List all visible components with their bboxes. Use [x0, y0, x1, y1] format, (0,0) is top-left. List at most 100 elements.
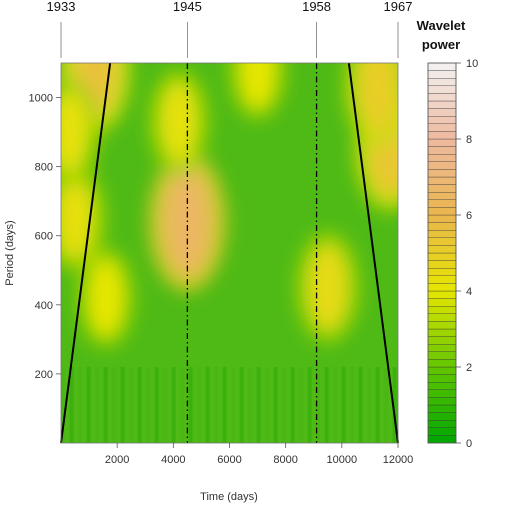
- texture-stripe: [358, 367, 363, 443]
- year-label: 1933: [47, 0, 76, 14]
- colorbar-swatch: [427, 146, 457, 155]
- texture-stripe: [307, 367, 312, 443]
- colorbar-swatch: [427, 298, 457, 307]
- colorbar-title-line1: Wavelet: [417, 18, 466, 33]
- texture-stripe: [188, 367, 193, 443]
- colorbar-swatch: [427, 108, 457, 117]
- texture-stripe: [384, 367, 389, 443]
- texture-stripe: [350, 367, 355, 443]
- power-region: [357, 63, 398, 133]
- texture-stripe: [205, 367, 210, 443]
- colorbar-swatch: [427, 344, 457, 352]
- colorbar-swatch: [427, 306, 457, 314]
- y-axis-title: Period (days): [4, 220, 16, 285]
- texture-stripe: [103, 367, 108, 443]
- colorbar-swatch: [427, 328, 457, 337]
- colorbar-swatch: [427, 214, 457, 223]
- colorbar-swatch: [427, 184, 457, 193]
- colorbar-swatch: [427, 222, 457, 231]
- colorbar-title-line2: power: [422, 37, 460, 52]
- colorbar-swatch: [427, 78, 457, 86]
- texture-stripe: [137, 367, 142, 443]
- x-tick-label: 10000: [327, 454, 358, 466]
- colorbar-swatch: [427, 116, 457, 124]
- colorbar-swatch: [427, 154, 457, 162]
- texture-stripe: [392, 367, 397, 443]
- texture-stripe: [95, 367, 100, 443]
- colorbar-swatch: [427, 427, 457, 436]
- year-label: 1945: [173, 0, 202, 14]
- colorbar-swatch: [427, 313, 457, 322]
- texture-stripe: [171, 367, 176, 443]
- x-tick-label: 6000: [217, 454, 241, 466]
- colorbar-swatch: [427, 70, 457, 79]
- colorbar-swatch: [427, 138, 457, 147]
- power-region: [61, 91, 89, 174]
- colorbar-swatch: [427, 85, 457, 94]
- colorbar-swatch: [427, 321, 457, 330]
- colorbar-swatch: [427, 389, 457, 398]
- colorbar-swatch: [427, 192, 457, 200]
- texture-stripe: [290, 367, 295, 443]
- heatmap-texture: [61, 367, 397, 443]
- colorbar-swatch: [427, 366, 457, 375]
- colorbar-swatch: [427, 199, 457, 208]
- y-tick-label: 800: [35, 162, 53, 174]
- colorbar-tick-label: 10: [466, 58, 478, 70]
- colorbar-swatch: [427, 123, 457, 132]
- texture-stripe: [163, 367, 168, 443]
- colorbar-swatch: [427, 336, 457, 345]
- colorbar-swatch: [427, 62, 457, 71]
- y-axis: 200 400 600 800 1000: [29, 93, 61, 381]
- colorbar-swatch: [427, 176, 457, 185]
- colorbar-swatch: [427, 230, 457, 238]
- colorbar-swatch: [427, 351, 457, 360]
- power-region: [307, 244, 348, 331]
- texture-stripe: [367, 367, 372, 443]
- colorbar-swatch: [427, 268, 457, 276]
- x-tick-label: 8000: [273, 454, 297, 466]
- colorbar-swatch: [427, 412, 457, 421]
- cone-of-influence-right: [347, 62, 399, 444]
- y-tick-label: 200: [35, 369, 53, 381]
- colorbar-swatch: [427, 161, 457, 170]
- colorbar-swatch: [427, 420, 457, 428]
- colorbar-swatch: [427, 283, 457, 292]
- colorbar-swatch: [427, 260, 457, 269]
- texture-stripe: [282, 367, 287, 443]
- power-region: [159, 80, 199, 163]
- x-tick-label: 4000: [161, 454, 185, 466]
- power-region: [61, 176, 95, 261]
- colorbar-swatch: [427, 93, 457, 102]
- cone-of-influence: [60, 62, 399, 444]
- texture-stripe: [299, 367, 304, 443]
- texture-stripe: [265, 367, 270, 443]
- colorbar-tick-label: 6: [466, 210, 472, 222]
- texture-stripe: [214, 367, 219, 443]
- colorbar-swatch: [427, 237, 457, 246]
- texture-stripe: [69, 367, 74, 443]
- texture-stripe: [120, 367, 125, 443]
- texture-stripe: [239, 367, 244, 443]
- colorbar-swatch: [427, 435, 457, 444]
- reference-lines: [186, 63, 318, 443]
- texture-stripe: [256, 367, 261, 443]
- texture-stripe: [222, 367, 227, 443]
- year-markers: 1933 1945 1958 1967: [47, 0, 413, 58]
- power-region: [238, 63, 277, 110]
- colorbar-swatch: [427, 359, 457, 368]
- year-label: 1967: [384, 0, 413, 14]
- texture-stripe: [248, 367, 253, 443]
- texture-stripe: [316, 367, 321, 443]
- year-label: 1958: [302, 0, 331, 14]
- colorbar-swatch: [427, 131, 457, 140]
- y-tick-label: 1000: [29, 93, 53, 105]
- texture-stripe: [197, 367, 202, 443]
- x-axis-title: Time (days): [200, 491, 258, 503]
- texture-stripe: [324, 367, 329, 443]
- heatmap-power-regions: [61, 63, 398, 350]
- colorbar-tick-label: 2: [466, 362, 472, 374]
- texture-stripe: [146, 367, 151, 443]
- y-tick-label: 400: [35, 300, 53, 312]
- colorbar-tick-label: 4: [466, 286, 472, 298]
